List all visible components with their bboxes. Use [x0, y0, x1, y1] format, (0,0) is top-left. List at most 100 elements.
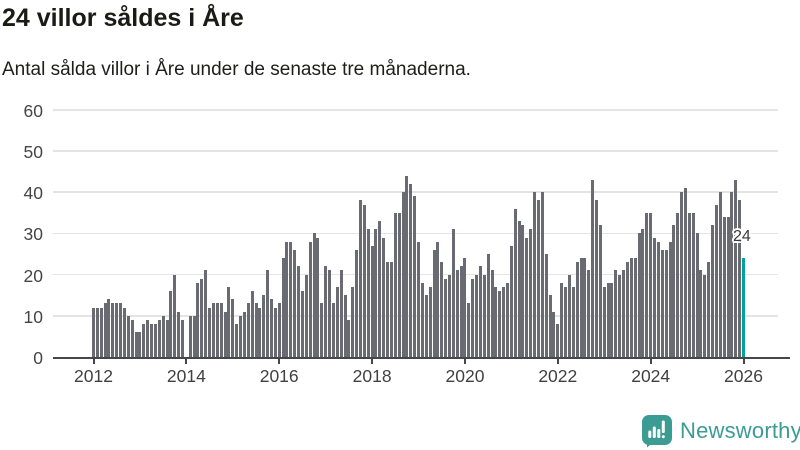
bar [471, 278, 475, 357]
bar [405, 175, 409, 357]
bar [382, 237, 386, 357]
y-axis-tick-label: 60 [23, 100, 43, 121]
y-axis-tick-label: 0 [33, 348, 43, 368]
bar [533, 192, 537, 357]
x-axis-tick-label: 2020 [445, 366, 485, 386]
bar [552, 311, 556, 357]
bar [564, 286, 568, 357]
bar [204, 270, 208, 357]
bar [738, 200, 742, 357]
bar [606, 282, 610, 357]
bar [618, 274, 622, 357]
bar [138, 332, 142, 357]
bar [397, 212, 401, 357]
bar [188, 315, 192, 357]
bar [273, 307, 277, 357]
bar [417, 241, 421, 357]
bar [463, 258, 467, 357]
bar [575, 262, 579, 357]
bar [490, 270, 494, 357]
bar [714, 204, 718, 357]
bar [370, 245, 374, 357]
bar [722, 216, 726, 357]
bar [486, 254, 490, 357]
bar [200, 278, 204, 357]
bar [656, 241, 660, 357]
bar [711, 225, 715, 357]
bar [358, 200, 362, 357]
bar [664, 249, 668, 357]
bar [691, 212, 695, 357]
bar [475, 274, 479, 357]
bar [355, 249, 359, 357]
y-axis-tick-label: 40 [23, 183, 43, 204]
bar [378, 221, 382, 357]
bar [300, 291, 304, 357]
x-axis-line [53, 357, 790, 359]
bar [595, 200, 598, 357]
bar [386, 262, 390, 357]
chart-title: 24 villor såldes i Åre [2, 4, 244, 32]
bar [351, 286, 355, 357]
highlighted-bar [742, 258, 746, 357]
bar [622, 270, 626, 357]
bar [366, 229, 370, 357]
bar [235, 324, 239, 357]
bar [660, 249, 664, 357]
gridline [53, 191, 778, 193]
bar [718, 192, 722, 357]
bar [625, 262, 629, 357]
bar [629, 258, 633, 357]
bar [99, 307, 103, 357]
bar [482, 274, 486, 357]
bar [641, 229, 645, 357]
bar [157, 319, 161, 357]
bar [583, 258, 587, 357]
x-axis-tick [371, 359, 374, 364]
bar [277, 303, 281, 357]
bar [142, 324, 146, 357]
bar [509, 245, 513, 357]
bar [649, 212, 653, 357]
bar [103, 303, 107, 357]
bar [215, 303, 219, 357]
bar [374, 229, 378, 357]
bar [668, 241, 672, 357]
bar [598, 225, 602, 357]
bar [285, 241, 289, 357]
bar [730, 192, 734, 357]
bar [610, 282, 614, 357]
bar [687, 212, 691, 357]
bar [293, 249, 297, 357]
bar [540, 192, 544, 357]
bar [703, 274, 707, 357]
x-axis-tick [649, 359, 652, 364]
bar [339, 270, 343, 357]
bar [126, 315, 130, 357]
bar [266, 270, 270, 357]
bar [393, 212, 397, 357]
bar [92, 307, 95, 357]
x-axis-tick-label: 2012 [74, 366, 113, 386]
bar [389, 262, 393, 357]
bar [254, 303, 258, 357]
bar [262, 295, 266, 357]
bar [161, 315, 165, 357]
bar [150, 324, 154, 357]
bar [328, 270, 332, 357]
x-axis-tick-label: 2024 [631, 366, 671, 386]
highlight-value-label: 24 [733, 228, 751, 245]
bar [196, 282, 200, 357]
bar [165, 319, 169, 357]
bar [571, 286, 575, 357]
bar [169, 291, 173, 357]
bar [591, 179, 595, 357]
x-axis-tick [278, 359, 281, 364]
bar [401, 192, 405, 357]
bar [684, 188, 687, 357]
bar [331, 303, 335, 357]
bar [637, 233, 641, 357]
bar [633, 258, 637, 357]
bar-chart-glyph [648, 420, 665, 439]
bar [680, 192, 684, 357]
